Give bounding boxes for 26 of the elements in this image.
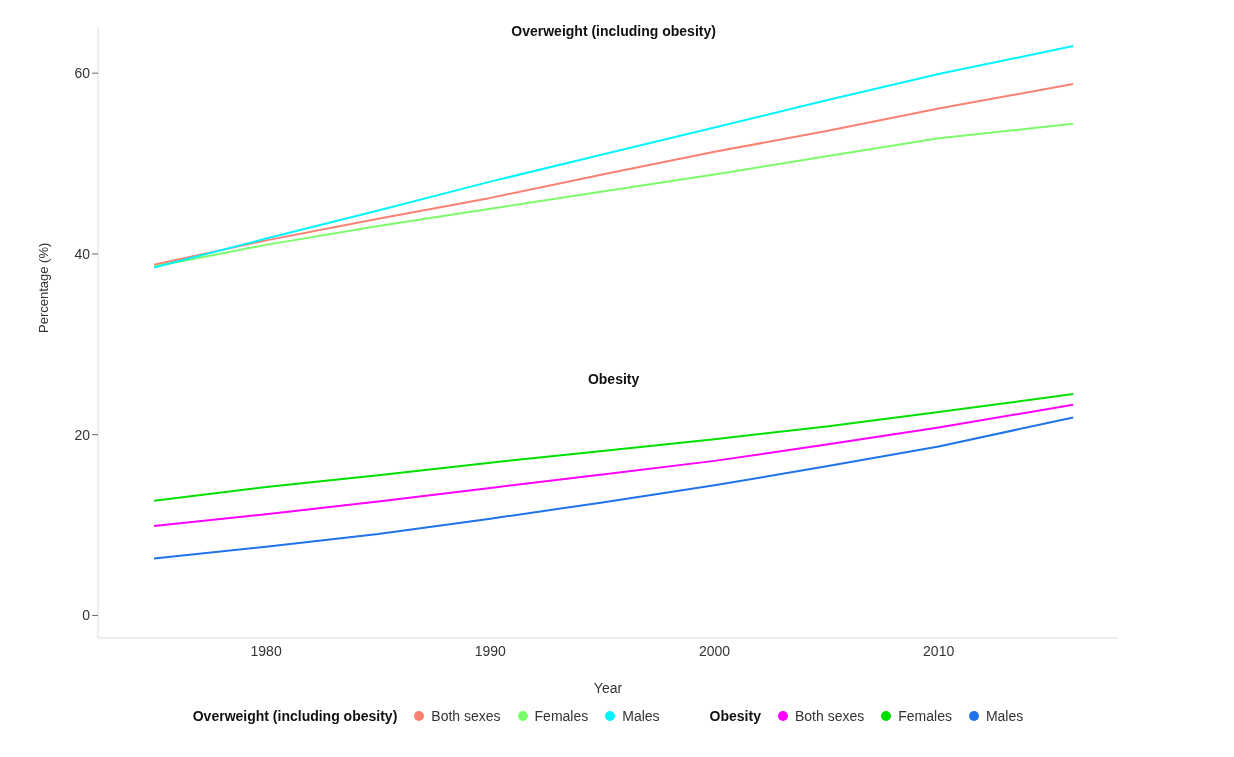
- legend-label: Both sexes: [793, 708, 865, 724]
- line-series: [153, 393, 1075, 502]
- legend-label: Males: [984, 708, 1024, 724]
- y-axis-title: Percentage (%): [35, 242, 51, 333]
- y-tick-label: 40: [74, 245, 91, 262]
- text: Obesity: [709, 708, 761, 724]
- x-axis-title: Year: [593, 680, 623, 696]
- y-tick-label: 20: [74, 426, 91, 443]
- x-tick-label: 2000: [698, 642, 731, 659]
- line-series: [153, 416, 1075, 560]
- x-tick-label: 1980: [250, 642, 282, 659]
- x-tick-label: 1990: [474, 642, 507, 659]
- line-series: [153, 403, 1075, 527]
- line-series: [153, 83, 1075, 266]
- line-series: [153, 122, 1075, 268]
- x-tick-label: 2010: [923, 642, 955, 659]
- annotation: Obesity: [587, 371, 640, 387]
- annotation: Overweight (including obesity): [511, 23, 716, 40]
- text: Overweight (including obesity): [192, 708, 398, 724]
- line-series: [153, 45, 1075, 269]
- legend-label: Males: [621, 708, 660, 724]
- legend-label: Both sexes: [430, 708, 501, 724]
- legend-label: Females: [533, 708, 589, 724]
- legend-label: Females: [897, 708, 952, 724]
- y-tick-label: 0: [82, 607, 91, 624]
- y-tick-label: 60: [74, 65, 91, 82]
